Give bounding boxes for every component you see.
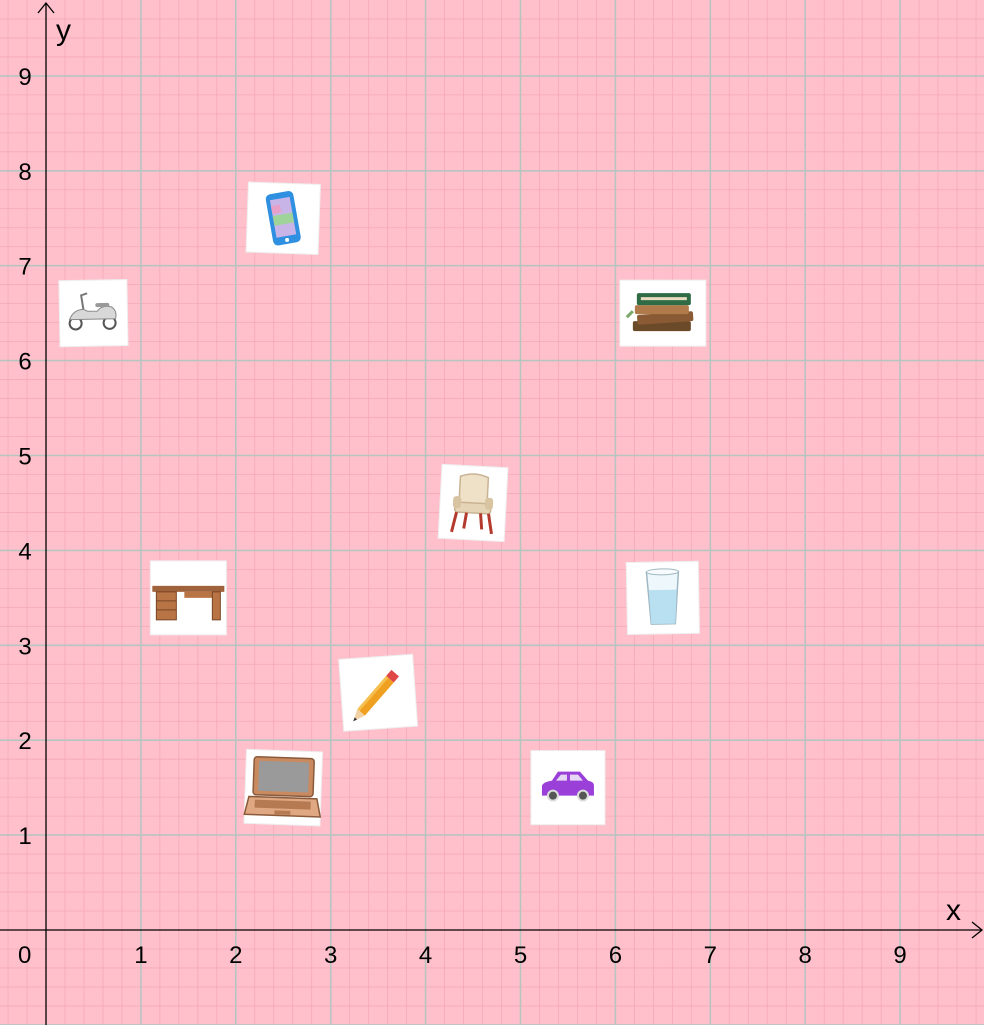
x-tick-label: 6 <box>609 942 622 969</box>
x-axis-label: x <box>946 894 961 927</box>
y-tick-label: 1 <box>18 823 31 850</box>
x-tick-label: 9 <box>893 942 906 969</box>
y-tick-label: 8 <box>18 159 31 186</box>
books-icon <box>619 279 707 347</box>
tick-labels: 1 2 3 4 5 6 7 8 9 1 2 3 4 5 6 7 8 9 <box>18 64 906 969</box>
x-tick-label: 1 <box>134 942 147 969</box>
x-tick-label: 8 <box>799 942 812 969</box>
objects-layer <box>58 181 707 827</box>
x-axis-arrow <box>971 921 984 939</box>
x-tick-label: 4 <box>419 942 432 969</box>
laptop-icon <box>243 748 324 827</box>
x-tick-label: 2 <box>229 942 242 969</box>
car-icon <box>530 750 606 826</box>
armchair-icon <box>437 463 509 543</box>
pencil-icon <box>338 653 419 732</box>
y-axis-label: y <box>56 14 71 47</box>
y-tick-label: 4 <box>18 538 31 565</box>
desk-icon <box>149 560 227 636</box>
x-tick-label: 3 <box>324 942 337 969</box>
y-axis-arrow <box>37 1 55 14</box>
y-tick-label: 3 <box>18 633 31 660</box>
scooter-icon <box>58 279 129 348</box>
phone-icon <box>245 181 321 256</box>
x-tick-label: 5 <box>514 942 527 969</box>
y-tick-label: 7 <box>18 254 31 281</box>
water-glass-icon <box>625 560 700 635</box>
y-tick-label: 9 <box>18 64 31 91</box>
x-tick-label: 7 <box>704 942 717 969</box>
y-tick-label: 6 <box>18 349 31 376</box>
origin-label: 0 <box>18 942 31 969</box>
y-tick-label: 5 <box>18 444 31 471</box>
y-tick-label: 2 <box>18 728 31 755</box>
